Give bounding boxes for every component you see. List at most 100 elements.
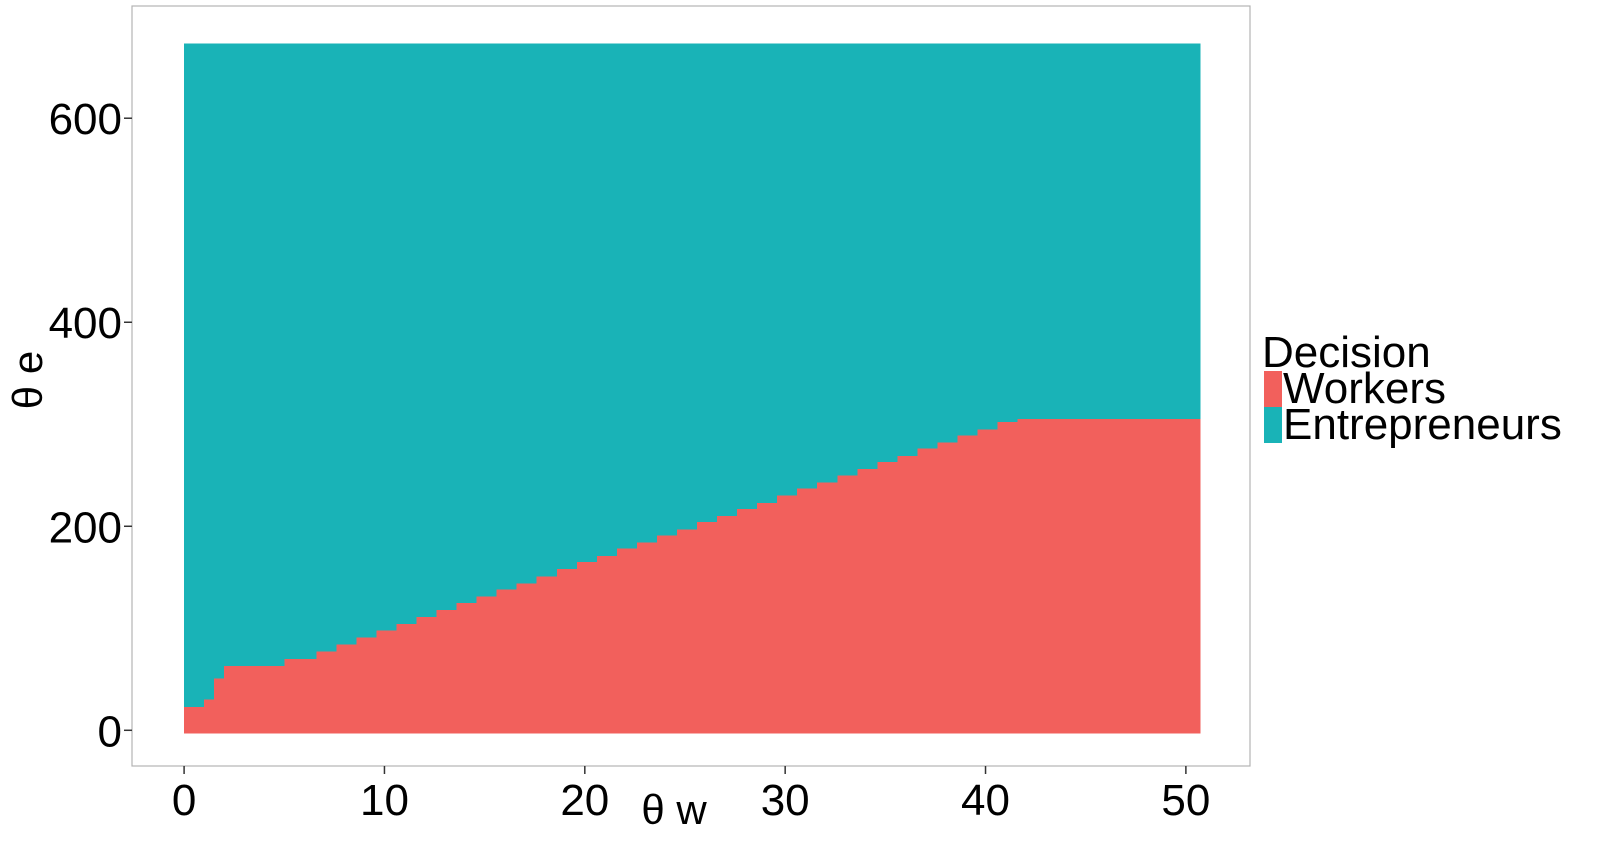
workers-tile — [636, 542, 658, 734]
legend-key-workers — [1264, 371, 1282, 407]
workers-tile — [656, 535, 678, 734]
y-tick-label-0: 0 — [98, 707, 122, 756]
y-axis: 0 200 400 600 — [49, 95, 132, 756]
workers-tile — [616, 548, 638, 734]
workers-tile — [717, 516, 738, 734]
entrepreneurs-tile — [777, 43, 798, 496]
workers-tile — [476, 596, 498, 734]
entrepreneurs-tile — [536, 43, 558, 577]
x-tick-label-30: 30 — [761, 776, 810, 825]
entrepreneurs-tile — [697, 43, 718, 523]
entrepreneurs-tile — [224, 43, 285, 667]
workers-tile — [516, 583, 538, 734]
x-axis-label: θ w — [641, 786, 707, 833]
workers-tile — [556, 569, 578, 734]
legend-label-workers: Workers — [1283, 364, 1446, 413]
entrepreneurs-tile — [1057, 43, 1079, 420]
entrepreneurs-tile — [757, 43, 778, 503]
x-tick-label-20: 20 — [560, 776, 609, 825]
workers-tile — [1077, 419, 1099, 734]
entrepreneurs-tile — [596, 43, 618, 556]
workers-tile — [1017, 419, 1039, 734]
workers-tile — [356, 637, 378, 734]
workers-tile — [1157, 419, 1179, 734]
entrepreneurs-tile — [636, 43, 658, 543]
workers-tile — [877, 462, 898, 734]
workers-tile — [797, 488, 818, 734]
entrepreneurs-tile — [336, 43, 358, 645]
entrepreneurs-tile — [616, 43, 638, 549]
entrepreneurs-tile — [396, 43, 418, 625]
workers-tile — [1037, 419, 1059, 734]
workers-tile — [576, 561, 598, 734]
entrepreneurs-tile — [977, 43, 999, 430]
workers-tile — [977, 429, 999, 734]
entrepreneurs-tile — [917, 43, 939, 449]
workers-tile — [676, 529, 698, 734]
workers-tile — [284, 658, 317, 734]
workers-tile — [436, 609, 458, 734]
entrepreneurs-tile — [1077, 43, 1099, 420]
entrepreneurs-tile — [797, 43, 818, 489]
workers-tile — [204, 699, 215, 734]
workers-tile — [376, 630, 398, 734]
workers-tile — [224, 666, 285, 734]
entrepreneurs-tile — [1157, 43, 1179, 420]
entrepreneurs-tile — [1137, 43, 1159, 420]
x-tick-label-0: 0 — [172, 776, 196, 825]
legend-title: Decision — [1262, 328, 1431, 377]
workers-tile — [917, 448, 939, 734]
entrepreneurs-tile — [656, 43, 678, 536]
x-tick-label-50: 50 — [1161, 776, 1210, 825]
entrepreneurs-tile — [496, 43, 518, 590]
entrepreneurs-tile — [837, 43, 858, 476]
workers-tile — [416, 617, 438, 734]
entrepreneurs-tile — [676, 43, 698, 530]
workers-tile — [897, 455, 919, 734]
workers-tile — [777, 495, 798, 734]
entrepreneurs-tile — [1037, 43, 1059, 420]
entrepreneurs-tile — [576, 43, 598, 562]
y-tick-label-200: 200 — [49, 503, 122, 552]
workers-tile — [697, 522, 718, 734]
workers-tile — [536, 576, 558, 734]
entrepreneurs-tile — [1117, 43, 1139, 420]
workers-tile — [757, 502, 778, 734]
x-tick-label-40: 40 — [961, 776, 1010, 825]
workers-tile — [1057, 419, 1079, 734]
entrepreneurs-tile — [737, 43, 758, 509]
workers-tile — [1177, 419, 1201, 734]
entrepreneurs-tile — [316, 43, 337, 652]
entrepreneurs-tile — [456, 43, 478, 603]
workers-tile — [396, 624, 418, 734]
y-tick-label-600: 600 — [49, 95, 122, 144]
tile-layer — [184, 43, 1201, 734]
workers-tile — [496, 589, 518, 734]
entrepreneurs-tile — [204, 43, 215, 700]
entrepreneurs-tile — [717, 43, 738, 517]
entrepreneurs-tile — [1097, 43, 1119, 420]
x-tick-label-10: 10 — [360, 776, 409, 825]
workers-tile — [857, 469, 878, 734]
workers-tile — [184, 706, 205, 734]
legend-key-entrepreneurs — [1264, 407, 1282, 443]
entrepreneurs-tile — [997, 43, 1019, 423]
workers-tile — [937, 442, 959, 734]
workers-tile — [456, 602, 478, 734]
entrepreneurs-tile — [436, 43, 458, 610]
entrepreneurs-tile — [1177, 43, 1201, 420]
workers-tile — [837, 475, 858, 734]
entrepreneurs-tile — [214, 43, 225, 679]
workers-tile — [336, 644, 358, 734]
entrepreneurs-tile — [476, 43, 498, 597]
entrepreneurs-tile — [877, 43, 898, 462]
entrepreneurs-tile — [1017, 43, 1039, 420]
workers-tile — [316, 651, 337, 734]
entrepreneurs-tile — [556, 43, 578, 570]
entrepreneurs-tile — [817, 43, 838, 483]
entrepreneurs-tile — [284, 43, 317, 659]
workers-tile — [1137, 419, 1159, 734]
entrepreneurs-tile — [516, 43, 538, 584]
workers-tile — [817, 482, 838, 734]
